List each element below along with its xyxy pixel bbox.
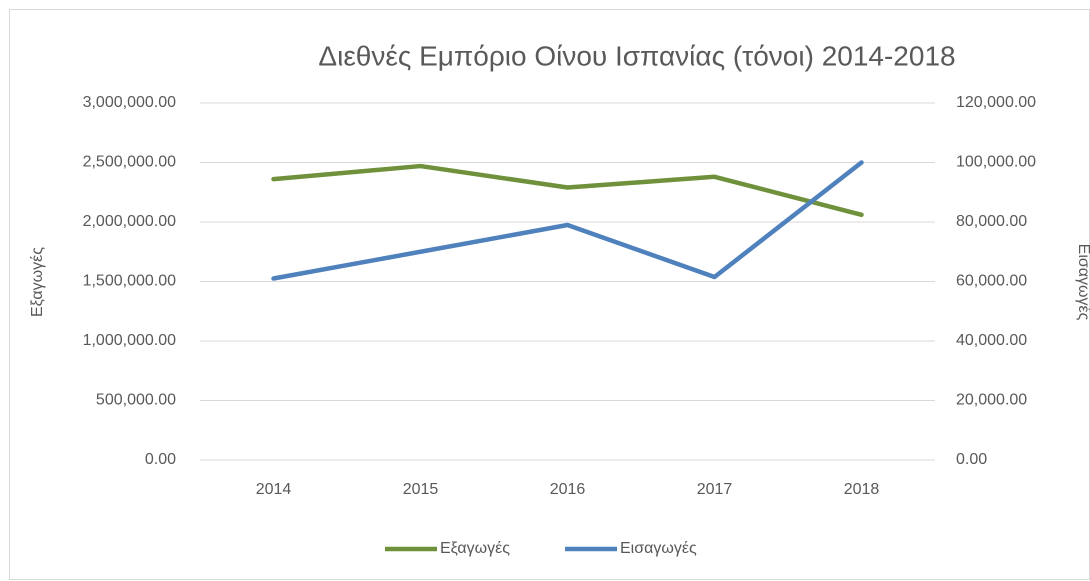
y-tick-label: 3,000,000.00 xyxy=(83,94,177,111)
chart-title: Διεθνές Εμπόριο Οίνου Ισπανίας (τόνοι) 2… xyxy=(318,40,955,71)
y2-tick-label: 40,000.00 xyxy=(956,332,1027,349)
y-axis-label: Εξαγωγές xyxy=(29,247,46,317)
y-tick-label: 0.00 xyxy=(145,451,176,468)
y2-axis-label: Εισαγωγές xyxy=(1075,244,1090,321)
y2-tick-label: 120,000.00 xyxy=(956,94,1036,111)
x-tick-label: 2017 xyxy=(697,481,733,498)
y-tick-label: 1,000,000.00 xyxy=(83,332,177,349)
x-tick-label: 2016 xyxy=(550,481,586,498)
y-tick-label: 1,500,000.00 xyxy=(83,273,177,290)
series-line xyxy=(271,163,864,218)
legend-label: Εξαγωγές xyxy=(440,540,510,557)
y-tick-label: 500,000.00 xyxy=(96,392,176,409)
x-tick-label: 2015 xyxy=(403,481,439,498)
y2-tick-label: 20,000.00 xyxy=(956,392,1027,409)
x-tick-label: 2018 xyxy=(844,481,880,498)
y2-tick-label: 0.00 xyxy=(956,451,987,468)
y2-tick-label: 80,000.00 xyxy=(956,213,1027,230)
y-tick-label: 2,000,000.00 xyxy=(83,213,177,230)
y-tick-label: 2,500,000.00 xyxy=(83,154,177,171)
chart-frame xyxy=(9,9,1090,580)
y2-tick-label: 100,000.00 xyxy=(956,154,1036,171)
y2-tick-label: 60,000.00 xyxy=(956,273,1027,290)
legend-label: Εισαγωγές xyxy=(620,540,697,557)
x-tick-label: 2014 xyxy=(256,481,292,498)
series-line xyxy=(271,160,864,281)
